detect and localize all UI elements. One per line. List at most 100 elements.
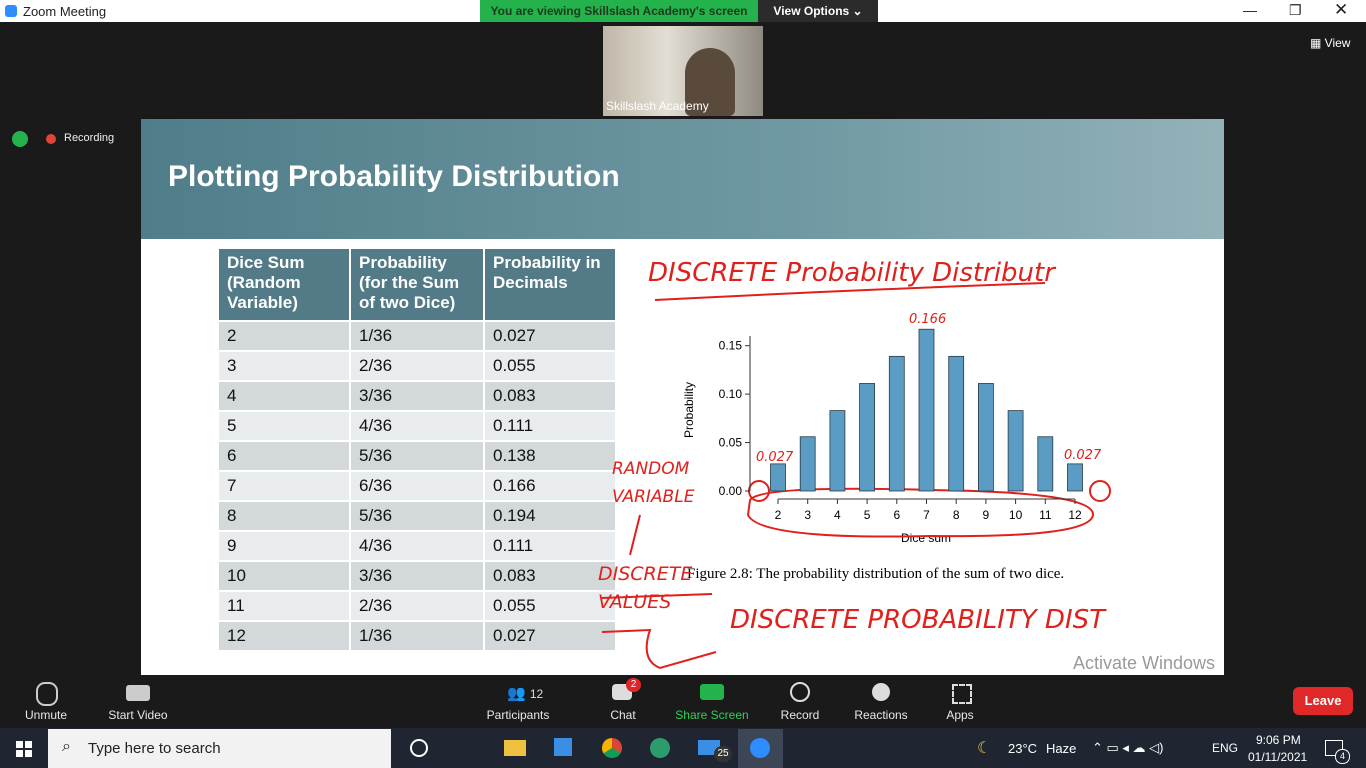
ink-annotation: 0.027 xyxy=(756,450,794,465)
chrome[interactable] xyxy=(602,738,622,758)
apps-icon[interactable] xyxy=(952,684,972,704)
share-icon[interactable] xyxy=(700,684,724,700)
x-tick-label: 4 xyxy=(834,508,841,522)
table-cell: 0.111 xyxy=(484,410,617,441)
table-cell: 8 xyxy=(219,500,351,531)
table-cell: 5/36 xyxy=(350,440,485,471)
table-row: 12 1/36 0.027 xyxy=(219,620,617,650)
table-row: 9 4/36 0.111 xyxy=(219,530,617,561)
maximize[interactable]: ❐ xyxy=(1289,2,1302,18)
ink-annotation: DISCRETE Probability Distributr xyxy=(648,258,1055,288)
y-tick-label: 0.05 xyxy=(719,436,743,450)
table-cell: 2 xyxy=(219,320,351,351)
table-cell: 0.055 xyxy=(484,590,617,621)
apps-label[interactable]: Apps xyxy=(946,708,974,722)
chat-label[interactable]: Chat xyxy=(610,708,636,722)
meeting-toolbar xyxy=(0,675,1366,728)
table-cell: 12 xyxy=(219,620,351,650)
x-axis-label: Dice sum xyxy=(901,531,951,545)
unmute-label[interactable]: Unmute xyxy=(24,708,68,722)
ink-arrows xyxy=(601,514,717,670)
ink-annotation: DISCRETE VALUES xyxy=(598,563,693,613)
ink-annotation: DISCRETE PROBABILITY DIST xyxy=(730,605,1106,635)
participants-label[interactable]: Participants xyxy=(486,708,550,722)
table-cell: 2/36 xyxy=(350,590,485,621)
close[interactable]: ✕ xyxy=(1334,0,1349,19)
table-row: 6 5/36 0.138 xyxy=(219,440,617,471)
ink-circle xyxy=(1089,480,1111,502)
search-placeholder[interactable]: Type here to search xyxy=(88,740,221,757)
zoom-taskbar[interactable] xyxy=(738,729,783,768)
x-tick-label: 2 xyxy=(775,508,782,522)
x-tick-label: 9 xyxy=(983,508,990,522)
view-label[interactable]: View xyxy=(1324,36,1351,50)
data-table: Dice Sum (Random Variable) Probability (f… xyxy=(219,249,617,650)
language[interactable]: ENG xyxy=(1212,741,1239,755)
table-row: 4 3/36 0.083 xyxy=(219,380,617,411)
table-cell: 0.083 xyxy=(484,380,617,411)
table-cell: 1/36 xyxy=(350,620,485,650)
notifications-icon[interactable] xyxy=(1325,740,1343,756)
weather: Haze xyxy=(1046,741,1077,756)
table-cell: 6/36 xyxy=(350,470,485,501)
y-tick-label: 0.15 xyxy=(719,339,743,353)
reactions-icon[interactable] xyxy=(872,683,890,701)
x-tick-label: 5 xyxy=(864,508,871,522)
bar xyxy=(888,355,905,492)
zoom-icon xyxy=(5,5,17,17)
chat-badge: 2 xyxy=(626,678,641,692)
table-row: 8 5/36 0.194 xyxy=(219,500,617,531)
edge[interactable] xyxy=(650,738,670,758)
table-cell: 11 xyxy=(219,590,351,621)
ink-annotation: 0.166 xyxy=(909,312,947,327)
minimize[interactable]: — xyxy=(1243,2,1257,18)
view-button[interactable]: ▦ View xyxy=(1310,36,1351,50)
search-icon: ⌕ xyxy=(62,738,71,755)
leave-button[interactable]: Leave xyxy=(1293,687,1353,715)
x-tick-label: 7 xyxy=(923,508,930,522)
reactions-label[interactable]: Reactions xyxy=(854,708,908,722)
share-banner: You are viewing Skillslash Academy's scr… xyxy=(480,0,758,22)
figure-caption: Figure 2.8: The probability distribution… xyxy=(687,566,1064,582)
recording-label: Recording xyxy=(64,132,115,144)
cortana[interactable] xyxy=(410,739,428,757)
search-box[interactable] xyxy=(48,729,391,768)
table-cell: 3/36 xyxy=(350,560,485,591)
table-cell: 3/36 xyxy=(350,380,485,411)
mic-icon[interactable] xyxy=(36,682,58,706)
slide-title: Plotting Probability Distribution xyxy=(168,160,620,193)
x-tick-label: 3 xyxy=(804,508,811,522)
participants-icon[interactable]: 👥 12 xyxy=(507,685,544,702)
person xyxy=(685,48,735,116)
table-cell: 4 xyxy=(219,380,351,411)
share-screen-label[interactable]: Share Screen xyxy=(675,708,749,722)
bar xyxy=(859,383,875,492)
ink-annotation: RANDOM VARIABLE xyxy=(612,459,695,507)
table-cell: 0.027 xyxy=(484,620,617,650)
start-button[interactable] xyxy=(16,741,32,757)
ink-annotation: 0.027 xyxy=(1064,448,1102,463)
explorer[interactable] xyxy=(504,740,526,756)
store[interactable] xyxy=(554,738,572,756)
view-options[interactable]: View Options ⌄ xyxy=(758,0,878,22)
view-options-label[interactable]: View Options xyxy=(773,4,850,18)
bar xyxy=(918,328,935,492)
bar xyxy=(948,355,965,492)
table-body: 2 1/36 0.027 3 2/36 0.055 4 3/36 0.083 5 4/36 0.111… xyxy=(219,320,617,650)
y-tick-label: 0.10 xyxy=(719,387,743,401)
tray-icons[interactable]: ⌃ ▭ ◂ ☁ ◁) xyxy=(1092,740,1164,755)
zoom-logo xyxy=(750,738,770,758)
record-icon[interactable] xyxy=(790,682,810,702)
start-video-label[interactable]: Start Video xyxy=(108,708,168,722)
bar xyxy=(978,383,994,492)
clock-time[interactable]: 9:06 PM xyxy=(1256,733,1301,747)
security-icon xyxy=(12,131,28,147)
x-tick-label: 8 xyxy=(953,508,960,522)
table-cell: 0.138 xyxy=(484,440,617,471)
video-icon[interactable] xyxy=(126,685,150,701)
record-label[interactable]: Record xyxy=(780,708,820,722)
header-row: Dice Sum (Random Variable) Probability (f… xyxy=(219,249,617,321)
table-cell: 0.055 xyxy=(484,350,617,381)
table-cell: 6 xyxy=(219,440,351,471)
clock-date[interactable]: 01/11/2021 xyxy=(1248,750,1308,764)
